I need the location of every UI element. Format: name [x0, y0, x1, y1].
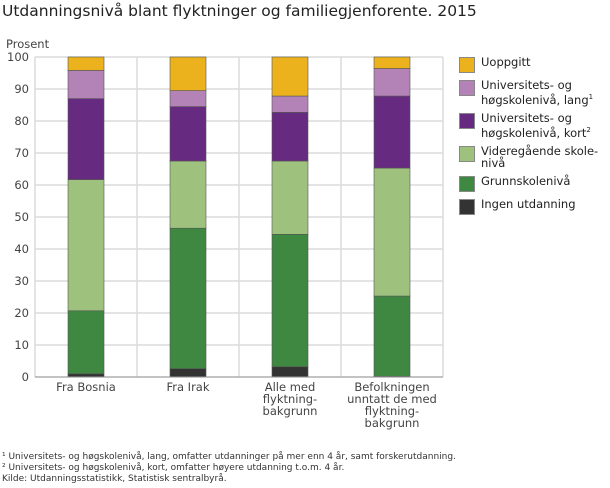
- legend-item: Videregående skole- nivå: [459, 145, 609, 169]
- legend-item: Uoppgitt: [459, 56, 609, 73]
- y-tick-label: 50: [14, 210, 29, 224]
- legend-swatch: [459, 198, 475, 215]
- legend-item: Ingen utdanning: [459, 198, 609, 215]
- x-tick-label: Alle med flyktning-bakgrunn: [263, 380, 318, 418]
- plot-area: Prosent 0 10 20 30 40 50 60 70 80 90 100 Fra Bosnia…: [6, 37, 444, 430]
- legend-item: Grunnskolenivå: [459, 175, 609, 192]
- legend-label: Universitets- og høgskolenivå, kort2: [481, 110, 591, 140]
- legend-swatch: [459, 80, 475, 96]
- legend-label: Ingen utdanning: [481, 196, 576, 211]
- legend-item: Universitets- og høgskolenivå, kort2: [459, 112, 609, 139]
- bar-segment: [271, 56, 309, 97]
- bar-segment: [169, 90, 207, 107]
- source-note: Kilde: Utdanningsstatistikk, Statistisk …: [2, 474, 227, 484]
- bar-segment: [169, 56, 207, 91]
- y-tick-label: 0: [22, 370, 29, 384]
- x-tick-label: Fra Irak: [166, 380, 209, 394]
- y-tick-label: 90: [14, 82, 29, 96]
- bar-segment: [373, 68, 411, 97]
- bar-segment: [373, 167, 411, 297]
- legend-label: Universitets- og høgskolenivå, lang1: [481, 78, 594, 107]
- bar-segment: [67, 310, 105, 375]
- bar-segment: [67, 179, 105, 312]
- legend-swatch: [459, 175, 475, 192]
- footnotes: ¹ Universitets- og høgskolenivå, lang, o…: [2, 452, 456, 485]
- y-tick-label: 10: [14, 338, 29, 352]
- bar-segment: [373, 56, 411, 69]
- footnote-2: ² Universitets- og høgskolenivå, kort, o…: [2, 463, 345, 473]
- bar-segment: [271, 95, 309, 113]
- bar-segment: [169, 160, 207, 229]
- bar-segment: [67, 56, 105, 71]
- x-tick-label: Befolkningen unntatt de med flyktning-bakg…: [347, 380, 437, 430]
- y-tick-label: 20: [14, 306, 29, 320]
- legend-swatch: [459, 57, 475, 73]
- legend-label: Videregående skole- nivå: [481, 143, 599, 170]
- legend: Uoppgitt Universitets- og høgskolenivå, l…: [459, 56, 609, 221]
- x-tick-label: Fra Bosnia: [56, 380, 116, 394]
- bar-segment: [271, 160, 309, 235]
- legend-label: Grunnskolenivå: [481, 173, 571, 188]
- bar-segment: [67, 98, 105, 180]
- legend-swatch: [459, 145, 475, 162]
- legend-swatch: [459, 112, 475, 129]
- bar-segment: [271, 233, 309, 368]
- footnote-1: ¹ Universitets- og høgskolenivå, lang, o…: [2, 452, 456, 462]
- legend-item: Universitets- og høgskolenivå, lang1: [459, 79, 609, 106]
- bar-segment: [67, 70, 105, 99]
- bar-segment: [169, 106, 207, 162]
- bar-segment: [373, 95, 411, 169]
- chart-title: Utdanningsnivå blant flyktninger og fami…: [2, 2, 477, 20]
- bar-segment: [271, 366, 309, 378]
- y-tick-label: 80: [14, 114, 29, 128]
- bar-segment: [169, 227, 207, 369]
- bar-segment: [271, 112, 309, 162]
- y-tick-label: 60: [14, 178, 29, 192]
- y-tick-label: 70: [14, 146, 29, 160]
- y-tick-label: 40: [14, 242, 29, 256]
- y-tick-label: 100: [7, 50, 29, 64]
- bar-segment: [169, 368, 207, 378]
- y-axis-label: Prosent: [6, 37, 50, 51]
- y-tick-label: 30: [14, 274, 29, 288]
- legend-label: Uoppgitt: [481, 55, 531, 69]
- bar-segment: [373, 295, 411, 377]
